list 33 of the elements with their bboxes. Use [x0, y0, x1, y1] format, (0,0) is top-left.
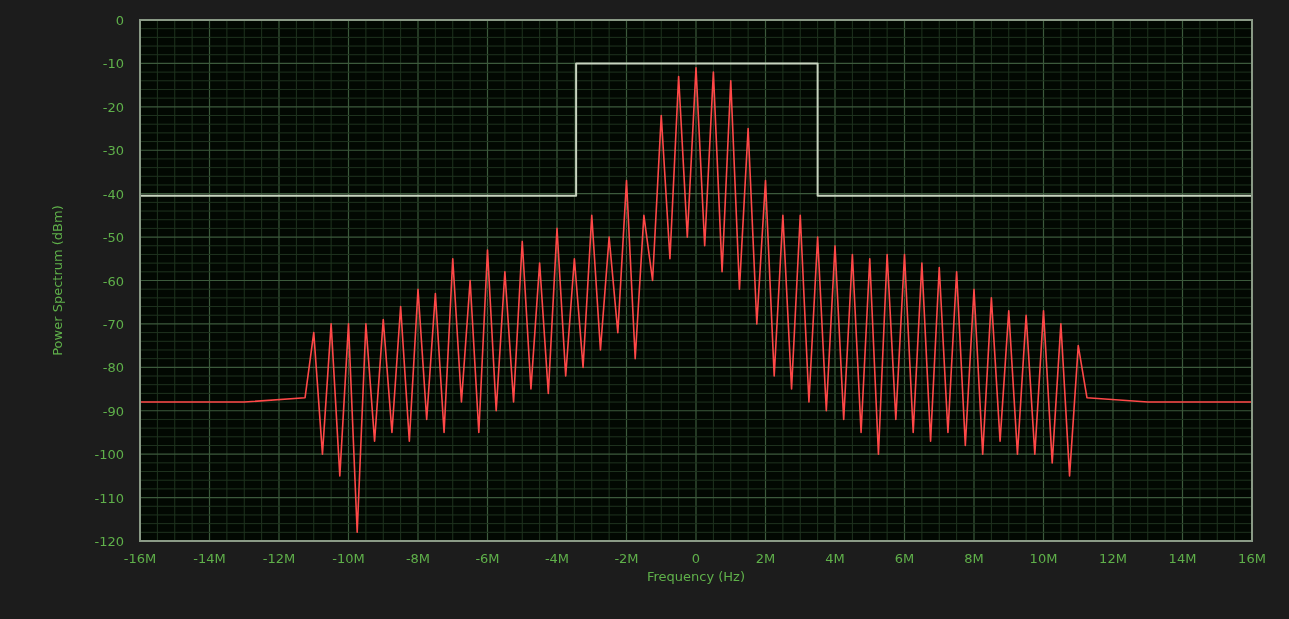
x-tick-label: -16M	[123, 551, 157, 566]
y-tick-label: -120	[94, 534, 124, 549]
x-tick-label: 8M	[964, 551, 984, 566]
x-tick-label: 6M	[894, 551, 915, 566]
y-tick-label: -70	[102, 316, 124, 332]
x-tick-label: -10M	[332, 551, 365, 566]
y-tick-label: -100	[94, 447, 124, 463]
x-tick-label: 0	[691, 551, 701, 566]
y-tick-label: -50	[102, 230, 124, 246]
y-tick-label: -60	[102, 273, 124, 289]
x-tick-label: 4M	[825, 551, 845, 566]
y-tick-label: -20	[102, 99, 124, 115]
line-series	[140, 66, 1252, 534]
x-tick-label: -12M	[262, 551, 296, 566]
x-tick-label: 16M	[1238, 551, 1266, 566]
x-tick-label: -8M	[405, 551, 431, 566]
y-tick-label: 0	[115, 13, 124, 28]
y-tick-label: -10	[102, 56, 124, 72]
x-tick-label: -2M	[614, 551, 639, 566]
x-tick-label: -4M	[544, 551, 570, 566]
y-tick-label: -110	[94, 490, 124, 506]
y-tick-label: -40	[102, 186, 124, 202]
x-tick-label: -6M	[475, 551, 500, 566]
y-tick-label: -90	[102, 403, 124, 419]
x-tick-label: 12M	[1099, 551, 1127, 566]
x-tick-label: 2M	[755, 551, 776, 566]
y-tick-label: -30	[102, 143, 124, 159]
x-axis-title: Frequency (Hz)	[646, 569, 746, 584]
x-tick-label: -14M	[193, 551, 226, 566]
y-axis-title: Power Spectrum (dBm)	[50, 205, 65, 356]
x-tick-label: 14M	[1168, 551, 1197, 566]
x-tick-label: 10M	[1029, 551, 1058, 566]
y-tick-label: -80	[102, 360, 124, 376]
